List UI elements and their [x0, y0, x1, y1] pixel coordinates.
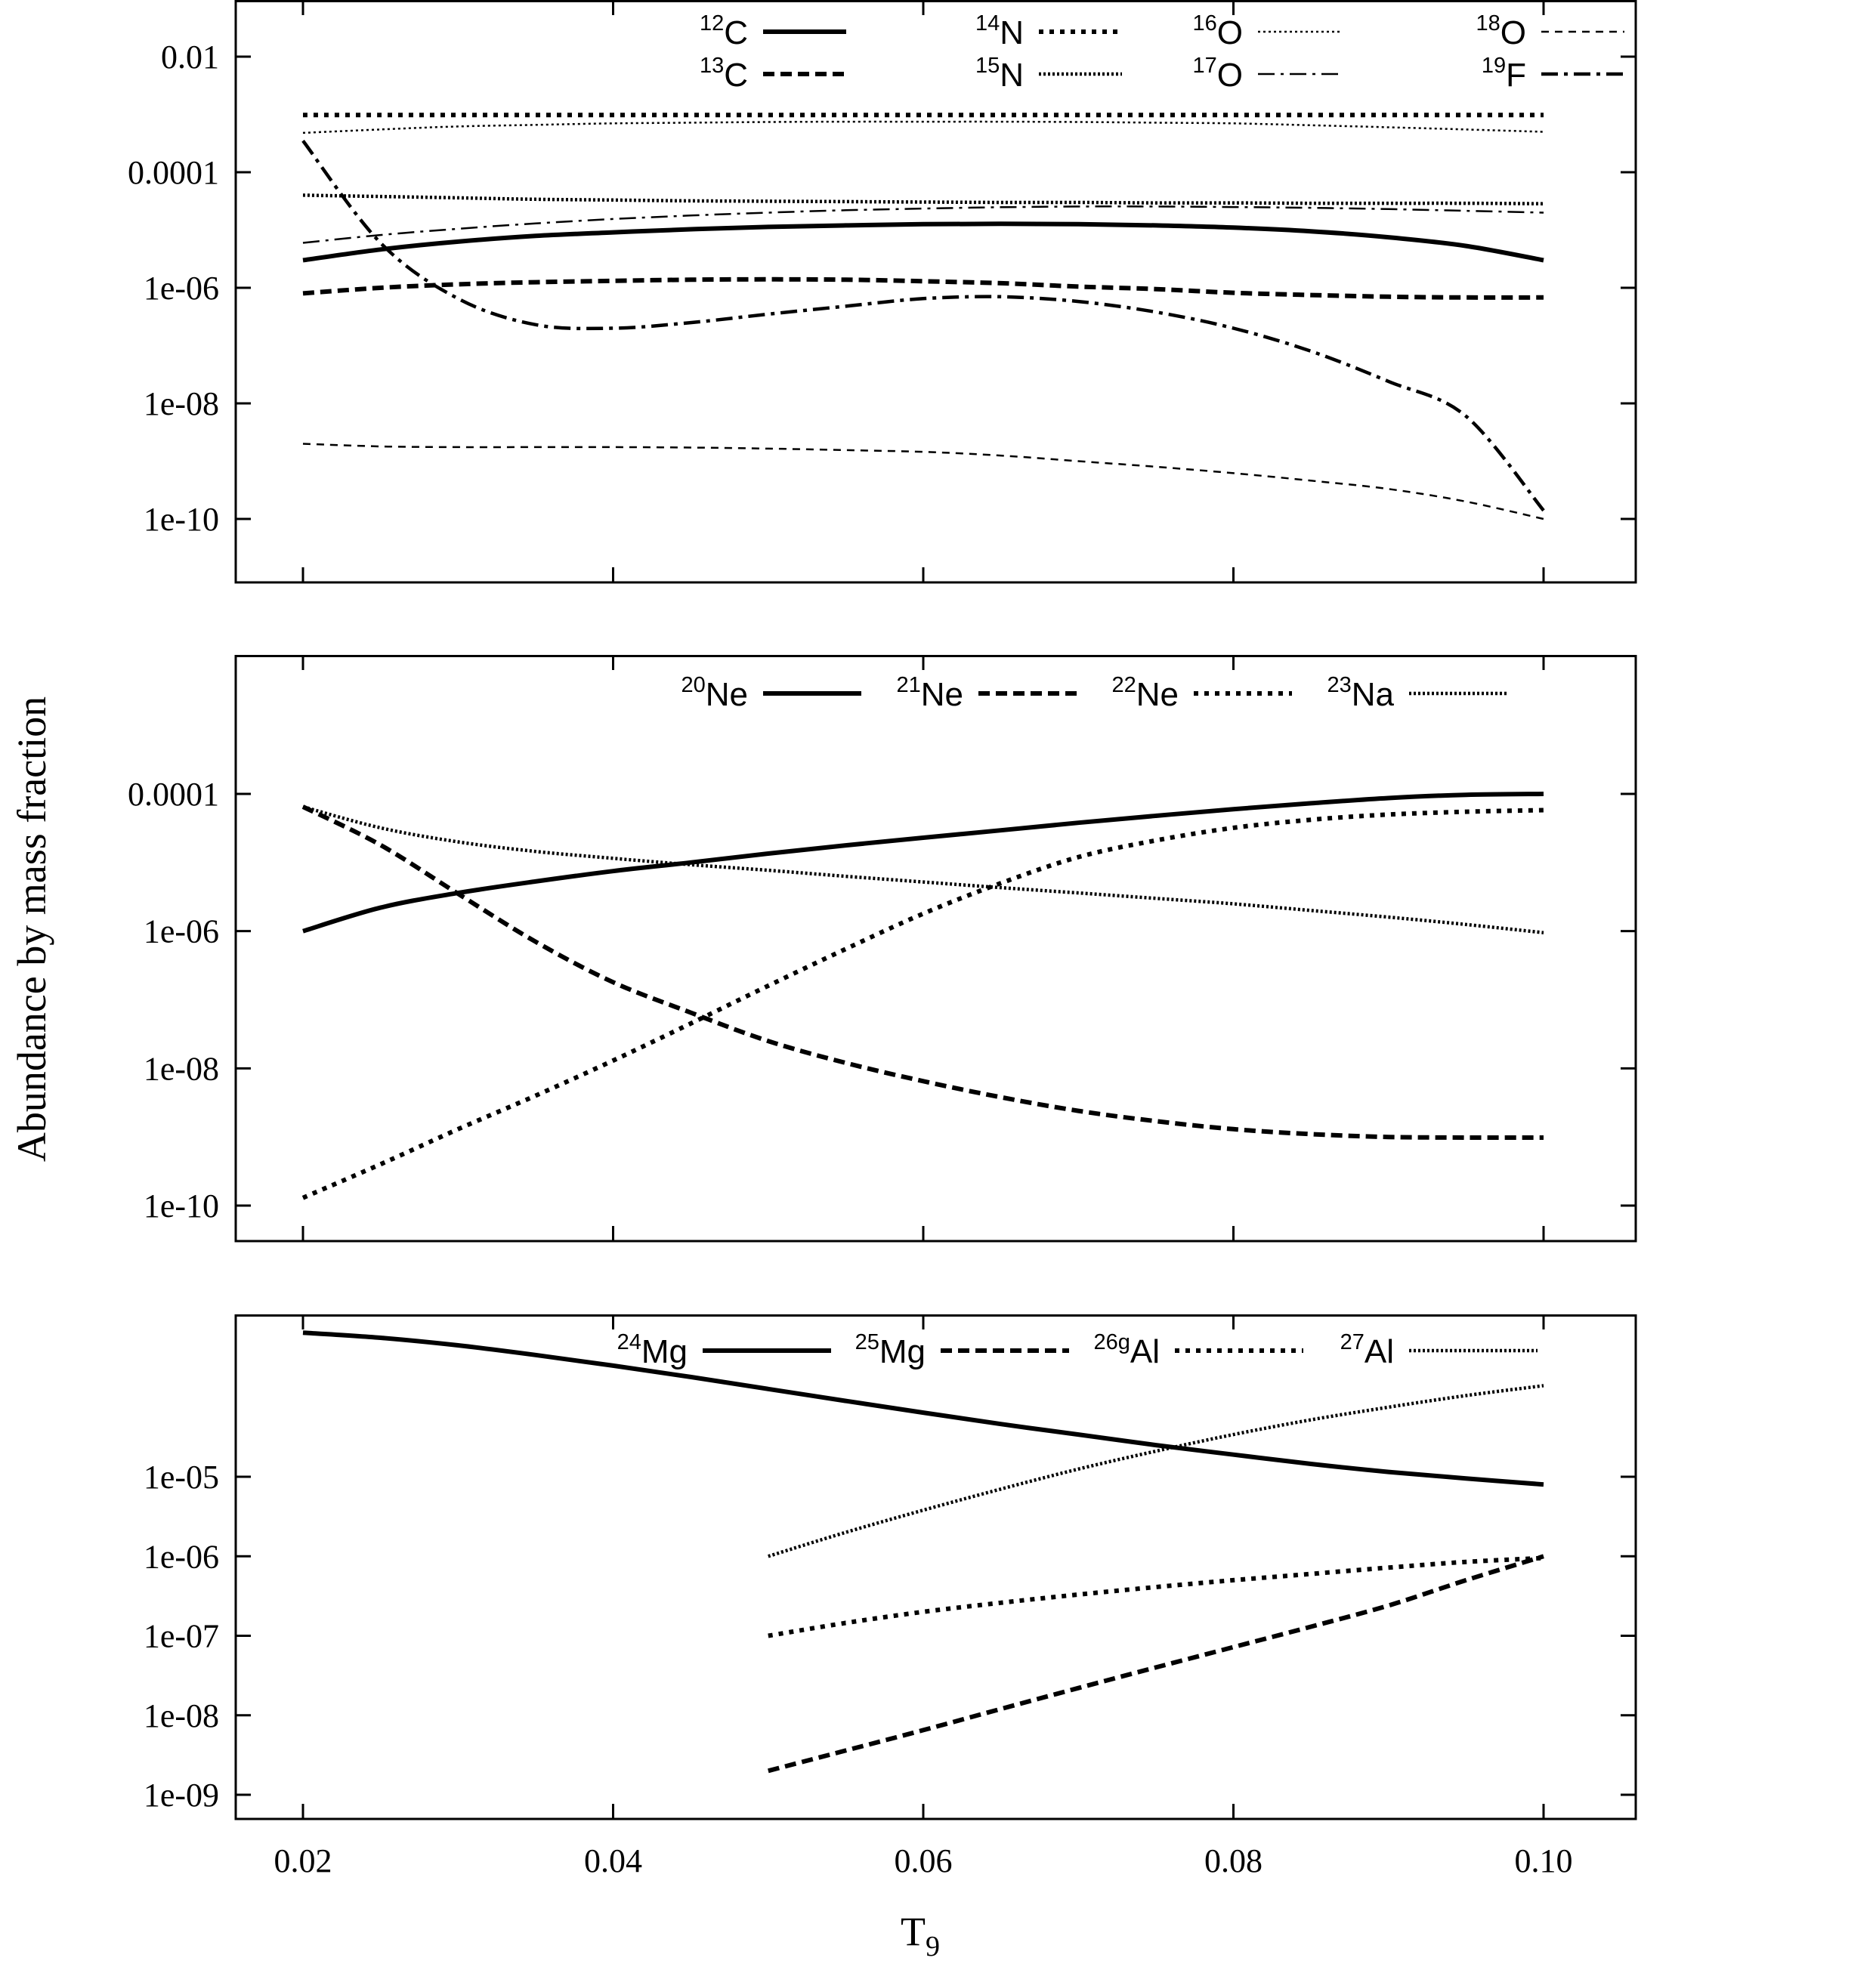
y-tick-label: 0.0001: [128, 776, 219, 813]
x-axis-label: T9: [901, 1909, 940, 1962]
y-tick-label: 1e-10: [144, 501, 219, 538]
top-plot-frame: [234, 0, 1637, 584]
legend-mass-number: 24: [617, 1330, 641, 1354]
legend-label-14n: 14N: [975, 11, 1024, 51]
legend-mass-number: 18: [1476, 11, 1500, 36]
series-line-20ne: [302, 792, 1544, 934]
y-tick-label: 1e-08: [144, 1050, 219, 1087]
y-axis-label: Abundance by mass fraction: [9, 696, 54, 1162]
legend-label-12c: 12C: [700, 11, 748, 51]
legend-mass-number: 22: [1111, 673, 1136, 697]
legend-label-25mg: 25Mg: [855, 1330, 926, 1370]
legend-mass-number: 13: [700, 54, 724, 78]
legend-mass-number: 26g: [1093, 1330, 1130, 1354]
x-tick-label: 0.02: [274, 1842, 332, 1879]
legend-mass-number: 25: [855, 1330, 879, 1354]
series-line-27al: [768, 1384, 1544, 1558]
legend-element-symbol: Ne: [1136, 676, 1179, 713]
series-line-18o: [302, 443, 1544, 520]
y-tick-label: 0.01: [161, 39, 219, 76]
legend-element-symbol: F: [1506, 57, 1526, 94]
legend-mass-number: 20: [681, 673, 705, 697]
legend-label-15n: 15N: [975, 54, 1024, 94]
legend-element-symbol: C: [724, 14, 748, 51]
legend-mass-number: 15: [975, 54, 1000, 78]
legend-mass-number: 17: [1193, 54, 1217, 78]
y-tick-label: 0.0001: [128, 154, 219, 191]
legend-label-18o: 18O: [1476, 11, 1527, 51]
middle-plot-frame: [234, 655, 1637, 1243]
y-tick-label: 1e-08: [144, 385, 219, 422]
x-tick-label: 0.10: [1515, 1842, 1573, 1879]
legend-element-symbol: Al: [1365, 1333, 1394, 1370]
legend-label-22ne: 22Ne: [1111, 673, 1179, 713]
legend-mass-number: 23: [1327, 673, 1351, 697]
legend-element-symbol: Ne: [706, 676, 748, 713]
legend-element-symbol: O: [1217, 57, 1243, 94]
legend-mass-number: 16: [1193, 11, 1217, 36]
legend-element-symbol: Mg: [879, 1333, 926, 1370]
legend-label-13c: 13C: [700, 54, 748, 94]
legend-label-19f: 19F: [1482, 54, 1526, 94]
legend-element-symbol: Mg: [641, 1333, 688, 1370]
legend-element-symbol: Na: [1352, 676, 1395, 713]
series-line-13c: [302, 276, 1544, 300]
legend-label-21ne: 21Ne: [896, 673, 963, 713]
legend-mass-number: 12: [700, 11, 724, 36]
legend-element-symbol: N: [1000, 57, 1024, 94]
x-axis-label-sub: 9: [926, 1931, 940, 1962]
series-line-22ne: [301, 807, 1544, 1200]
x-tick-label: 0.04: [584, 1842, 642, 1879]
series-line-23na: [302, 804, 1544, 934]
y-tick-label: 1e-06: [144, 270, 219, 307]
legend-element-symbol: Ne: [921, 676, 963, 713]
legend-element-symbol: Al: [1130, 1333, 1160, 1370]
legend-label-24mg: 24Mg: [617, 1330, 688, 1370]
legend-label-20ne: 20Ne: [681, 673, 748, 713]
y-tick-label: 1e-05: [144, 1459, 219, 1496]
legend-label-16o: 16O: [1193, 11, 1244, 51]
series-line-21ne: [301, 804, 1544, 1141]
bottom-plot-frame: [234, 1314, 1637, 1820]
legend-mass-number: 14: [975, 11, 1000, 36]
y-tick-label: 1e-06: [144, 1538, 219, 1575]
legend-mass-number: 21: [896, 673, 920, 697]
y-tick-label: 1e-06: [144, 913, 219, 950]
series-line-24mg: [302, 1330, 1544, 1487]
y-tick-label: 1e-10: [144, 1187, 219, 1224]
series-line-15n: [302, 193, 1544, 205]
legend-label-27al: 27Al: [1340, 1330, 1394, 1370]
legend-element-symbol: C: [724, 57, 748, 94]
series-line-19f: [301, 140, 1545, 512]
legend-label-23na: 23Na: [1327, 673, 1394, 713]
series-line-12c: [302, 221, 1544, 263]
top-panel: 0.010.00011e-061e-081e-1012C13C14N15N16O…: [128, 0, 1637, 584]
legend-element-symbol: N: [1000, 14, 1024, 51]
x-axis-label-main: T: [901, 1909, 926, 1954]
legend-label-26gal: 26gAl: [1093, 1330, 1160, 1370]
series-line-16o: [302, 120, 1544, 134]
legend-element-symbol: O: [1217, 14, 1243, 51]
x-tick-label: 0.06: [895, 1842, 953, 1879]
legend-mass-number: 19: [1482, 54, 1506, 78]
legend-label-17o: 17O: [1193, 54, 1244, 94]
y-tick-label: 1e-08: [144, 1697, 219, 1734]
legend-mass-number: 27: [1340, 1330, 1365, 1354]
legend-element-symbol: O: [1500, 14, 1526, 51]
y-tick-label: 1e-07: [144, 1618, 219, 1655]
series-line-26gal: [768, 1555, 1544, 1638]
x-tick-label: 0.08: [1204, 1842, 1263, 1879]
series-line-25mg: [768, 1554, 1544, 1774]
y-tick-label: 1e-09: [144, 1777, 219, 1814]
